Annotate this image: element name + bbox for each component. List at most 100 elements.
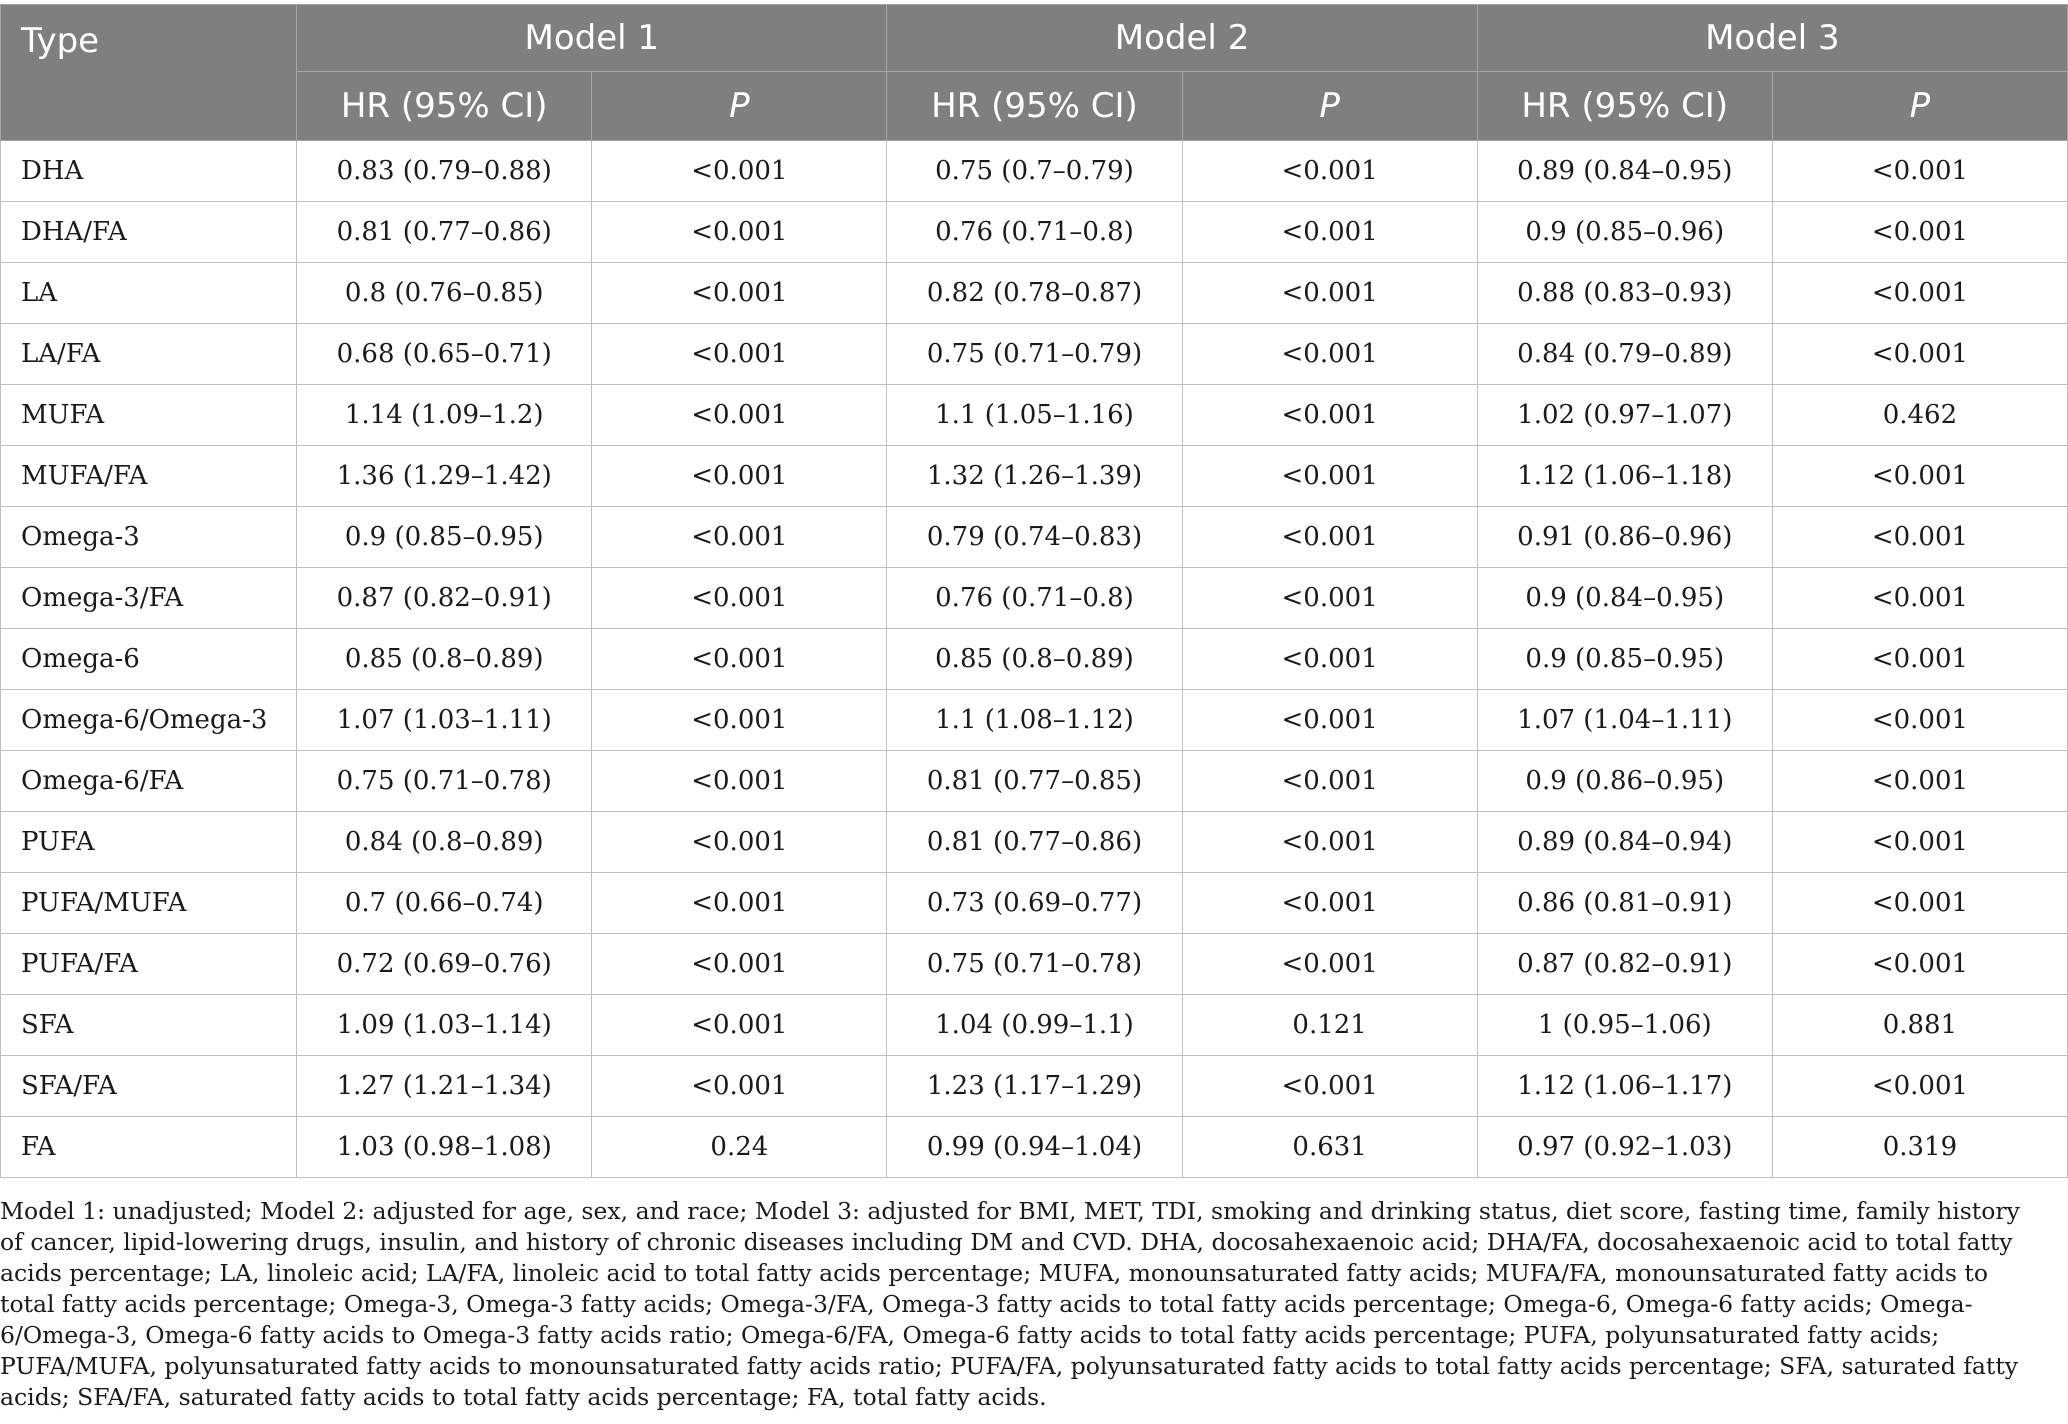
- table-row: Omega-6 0.85 (0.8–0.89) <0.001 0.85 (0.8–0.…: [0, 628, 2068, 690]
- model-3-p-cell: <0.001: [1771, 872, 2068, 934]
- model-1-hr-cell: 1.14 (1.09–1.2): [296, 384, 593, 446]
- type-column-header: Type: [0, 4, 298, 141]
- model-2-p-cell: <0.001: [1181, 262, 1478, 324]
- model-1-hr-cell: 0.72 (0.69–0.76): [296, 933, 593, 995]
- table-row: DHA/FA 0.81 (0.77–0.86) <0.001 0.76 (0.71–0…: [0, 201, 2068, 263]
- model-1-p-cell: 0.24: [591, 1116, 888, 1178]
- table-row: LA/FA 0.68 (0.65–0.71) <0.001 0.75 (0.71–0.…: [0, 323, 2068, 385]
- model-1-p-cell: <0.001: [591, 628, 888, 690]
- model-1-hr-cell: 1.09 (1.03–1.14): [296, 994, 593, 1056]
- model-2-p-cell: 0.121: [1181, 994, 1478, 1056]
- model-3-hr-cell: 0.9 (0.85–0.95): [1476, 628, 1773, 690]
- row-type-cell: FA: [0, 1116, 298, 1178]
- model-3-p-cell: <0.001: [1771, 689, 2068, 751]
- model-1-hr-cell: 1.36 (1.29–1.42): [296, 445, 593, 507]
- model-2-p-cell: <0.001: [1181, 323, 1478, 385]
- model-2-p-cell: <0.001: [1181, 201, 1478, 263]
- table-row: Omega-6/Omega-3 1.07 (1.03–1.11) <0.001 1.1…: [0, 689, 2068, 751]
- model-3-hr-cell: 1 (0.95–1.06): [1476, 994, 1773, 1056]
- model-1-hr-cell: 0.75 (0.71–0.78): [296, 750, 593, 812]
- model-2-p-cell: <0.001: [1181, 567, 1478, 629]
- model-3-p-cell: 0.462: [1771, 384, 2068, 446]
- row-type-cell: MUFA/FA: [0, 445, 298, 507]
- row-type-cell: PUFA/FA: [0, 933, 298, 995]
- model-1-p-cell: <0.001: [591, 262, 888, 324]
- model-3-hr-cell: 1.12 (1.06–1.17): [1476, 1055, 1773, 1117]
- row-type-cell: PUFA/MUFA: [0, 872, 298, 934]
- model-3-hr-cell: 1.02 (0.97–1.07): [1476, 384, 1773, 446]
- model-2-p-cell: <0.001: [1181, 445, 1478, 507]
- model-3-p-cell: <0.001: [1771, 262, 2068, 324]
- header-row-models: Type Model 1 Model 2 Model 3: [0, 4, 2068, 141]
- model-1-p-cell: <0.001: [591, 994, 888, 1056]
- model-1-p-cell: <0.001: [591, 933, 888, 995]
- table-row: MUFA 1.14 (1.09–1.2) <0.001 1.1 (1.05–1.16)…: [0, 384, 2068, 446]
- model-2-p-cell: <0.001: [1181, 750, 1478, 812]
- model-3-hr-cell: 1.12 (1.06–1.18): [1476, 445, 1773, 507]
- model-1-hr-cell: 0.9 (0.85–0.95): [296, 506, 593, 568]
- table-header: Type Model 1 Model 2 Model 3 HR (95% CI)…: [0, 4, 2068, 141]
- model-2-hr-cell: 0.76 (0.71–0.8): [886, 201, 1183, 263]
- row-type-cell: MUFA: [0, 384, 298, 446]
- model-1-p-cell: <0.001: [591, 1055, 888, 1117]
- table-row: PUFA/MUFA 0.7 (0.66–0.74) <0.001 0.73 (0.69…: [0, 872, 2068, 934]
- model-2-hr-cell: 0.76 (0.71–0.8): [886, 567, 1183, 629]
- model-3-hr-cell: 0.89 (0.84–0.94): [1476, 811, 1773, 873]
- model-2-p-header: P: [1181, 71, 1478, 141]
- table-body: DHA 0.83 (0.79–0.88) <0.001 0.75 (0.7–0.79)…: [0, 140, 2068, 1178]
- model-1-p-cell: <0.001: [591, 384, 888, 446]
- table-footnote: Model 1: unadjusted; Model 2: adjusted f…: [0, 1197, 2020, 1411]
- row-type-cell: LA/FA: [0, 323, 298, 385]
- model-1-hr-cell: 0.85 (0.8–0.89): [296, 628, 593, 690]
- model-2-hr-cell: 0.75 (0.71–0.79): [886, 323, 1183, 385]
- model-1-p-cell: <0.001: [591, 811, 888, 873]
- model-2-p-cell: <0.001: [1181, 872, 1478, 934]
- model-2-p-cell: <0.001: [1181, 811, 1478, 873]
- row-type-cell: Omega-6/Omega-3: [0, 689, 298, 751]
- table-row: SFA/FA 1.27 (1.21–1.34) <0.001 1.23 (1.17–1…: [0, 1055, 2068, 1117]
- model-2-hr-cell: 0.82 (0.78–0.87): [886, 262, 1183, 324]
- model-3-p-cell: <0.001: [1771, 933, 2068, 995]
- table-row: FA 1.03 (0.98–1.08) 0.24 0.99 (0.94–1.04) 0.…: [0, 1116, 2068, 1178]
- model-1-p-cell: <0.001: [591, 689, 888, 751]
- table-row: DHA 0.83 (0.79–0.88) <0.001 0.75 (0.7–0.79)…: [0, 140, 2068, 202]
- model-1-hr-cell: 0.8 (0.76–0.85): [296, 262, 593, 324]
- model-2-p-cell: 0.631: [1181, 1116, 1478, 1178]
- model-1-hr-cell: 1.03 (0.98–1.08): [296, 1116, 593, 1178]
- model-1-hr-cell: 0.7 (0.66–0.74): [296, 872, 593, 934]
- model-2-header: Model 2: [886, 4, 1478, 72]
- row-type-cell: Omega-3/FA: [0, 567, 298, 629]
- model-3-hr-cell: 0.84 (0.79–0.89): [1476, 323, 1773, 385]
- model-2-p-cell: <0.001: [1181, 689, 1478, 751]
- model-3-p-cell: <0.001: [1771, 445, 2068, 507]
- model-2-hr-cell: 0.81 (0.77–0.86): [886, 811, 1183, 873]
- table-row: LA 0.8 (0.76–0.85) <0.001 0.82 (0.78–0.87) <…: [0, 262, 2068, 324]
- model-3-hr-cell: 0.97 (0.92–1.03): [1476, 1116, 1773, 1178]
- model-3-p-cell: <0.001: [1771, 750, 2068, 812]
- model-1-hr-cell: 1.07 (1.03–1.11): [296, 689, 593, 751]
- model-2-hr-cell: 1.23 (1.17–1.29): [886, 1055, 1183, 1117]
- model-2-p-cell: <0.001: [1181, 933, 1478, 995]
- model-3-p-cell: 0.319: [1771, 1116, 2068, 1178]
- model-1-header: Model 1: [296, 4, 888, 72]
- model-1-p-cell: <0.001: [591, 750, 888, 812]
- model-1-hr-header: HR (95% CI): [296, 71, 593, 141]
- model-1-p-cell: <0.001: [591, 445, 888, 507]
- table-row: PUFA 0.84 (0.8–0.89) <0.001 0.81 (0.77–0.86…: [0, 811, 2068, 873]
- model-1-p-cell: <0.001: [591, 872, 888, 934]
- model-3-hr-header: HR (95% CI): [1476, 71, 1773, 141]
- model-1-hr-cell: 1.27 (1.21–1.34): [296, 1055, 593, 1117]
- table-row: Omega-6/FA 0.75 (0.71–0.78) <0.001 0.81 (0.…: [0, 750, 2068, 812]
- model-3-p-cell: <0.001: [1771, 628, 2068, 690]
- model-2-hr-cell: 0.75 (0.7–0.79): [886, 140, 1183, 202]
- row-type-cell: PUFA: [0, 811, 298, 873]
- model-3-hr-cell: 0.9 (0.84–0.95): [1476, 567, 1773, 629]
- model-3-p-cell: <0.001: [1771, 323, 2068, 385]
- model-2-p-cell: <0.001: [1181, 628, 1478, 690]
- header-row-subcolumns: HR (95% CI) P HR (95% CI) P HR (95% CI) …: [1, 71, 2068, 141]
- model-1-hr-cell: 0.83 (0.79–0.88): [296, 140, 593, 202]
- model-2-p-cell: <0.001: [1181, 506, 1478, 568]
- model-1-p-cell: <0.001: [591, 506, 888, 568]
- model-2-hr-cell: 0.73 (0.69–0.77): [886, 872, 1183, 934]
- model-2-hr-cell: 1.1 (1.05–1.16): [886, 384, 1183, 446]
